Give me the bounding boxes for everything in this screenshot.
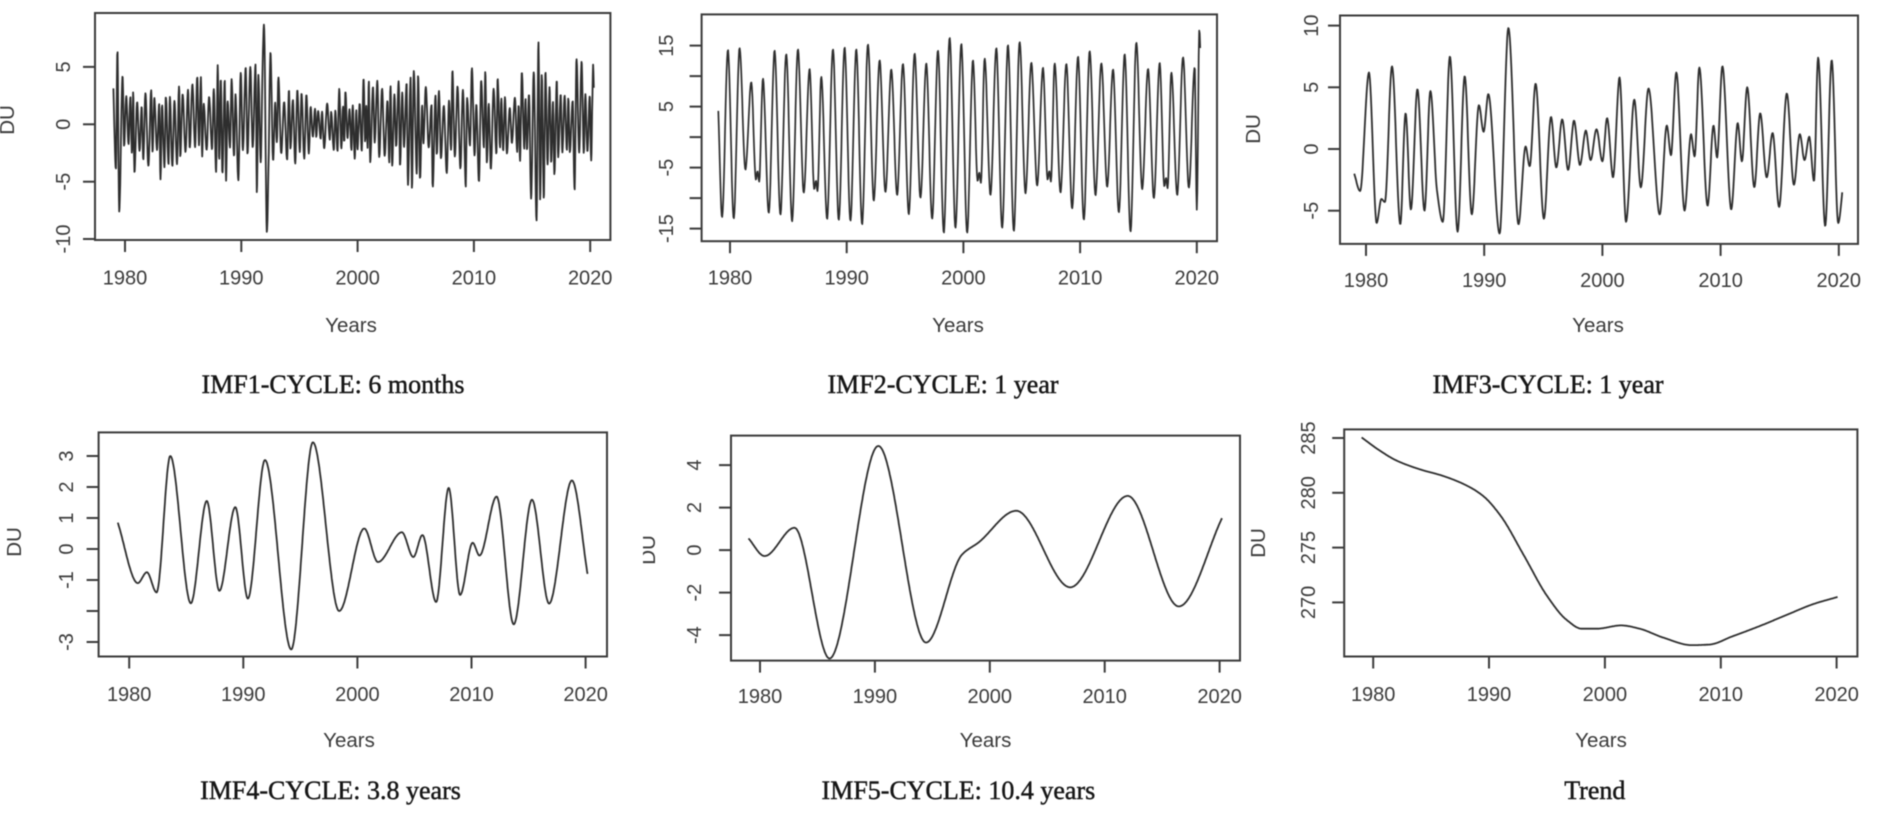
svg-text:0: 0 xyxy=(1301,143,1323,154)
svg-text:2000: 2000 xyxy=(335,268,380,290)
svg-text:2020: 2020 xyxy=(1814,684,1859,706)
svg-text:2010: 2010 xyxy=(1699,684,1744,706)
svg-text:-4: -4 xyxy=(684,626,706,644)
svg-text:3: 3 xyxy=(56,450,78,461)
svg-text:2020: 2020 xyxy=(1817,270,1862,292)
svg-text:-2: -2 xyxy=(684,584,706,602)
svg-text:2010: 2010 xyxy=(1058,268,1103,290)
svg-text:5: 5 xyxy=(1301,82,1323,93)
svg-text:IMF2-CYCLE: 1 year: IMF2-CYCLE: 1 year xyxy=(827,370,1058,399)
svg-text:0: 0 xyxy=(56,543,78,554)
svg-text:2000: 2000 xyxy=(335,684,380,706)
svg-text:285: 285 xyxy=(1298,421,1320,454)
svg-text:2000: 2000 xyxy=(968,686,1013,708)
svg-text:2: 2 xyxy=(56,481,78,492)
svg-text:1980: 1980 xyxy=(1351,684,1396,706)
svg-text:Years: Years xyxy=(323,729,375,752)
svg-text:IMF3-CYCLE: 1 year: IMF3-CYCLE: 1 year xyxy=(1432,370,1663,399)
svg-text:4: 4 xyxy=(684,460,706,471)
svg-text:275: 275 xyxy=(1298,531,1320,564)
svg-text:2010: 2010 xyxy=(1698,270,1743,292)
svg-text:Years: Years xyxy=(325,314,377,337)
svg-text:2010: 2010 xyxy=(452,268,497,290)
svg-text:2000: 2000 xyxy=(1583,684,1628,706)
svg-text:Trend: Trend xyxy=(1564,776,1625,805)
svg-text:-1: -1 xyxy=(56,571,78,589)
svg-text:Years: Years xyxy=(932,314,984,337)
svg-text:1990: 1990 xyxy=(1462,270,1507,292)
svg-text:5: 5 xyxy=(656,101,678,112)
svg-text:2020: 2020 xyxy=(1197,686,1242,708)
svg-text:DU: DU xyxy=(637,535,660,565)
svg-text:Years: Years xyxy=(1572,314,1624,337)
svg-text:2020: 2020 xyxy=(568,268,613,290)
svg-text:15: 15 xyxy=(656,34,678,56)
svg-text:5: 5 xyxy=(53,61,75,72)
svg-text:280: 280 xyxy=(1298,476,1320,509)
svg-text:1980: 1980 xyxy=(738,686,783,708)
svg-text:DU: DU xyxy=(1242,114,1265,144)
svg-text:DU: DU xyxy=(1247,528,1270,558)
svg-text:-10: -10 xyxy=(53,225,75,254)
svg-text:2010: 2010 xyxy=(449,684,494,706)
svg-text:-15: -15 xyxy=(656,214,678,243)
svg-text:IMF5-CYCLE: 10.4 years: IMF5-CYCLE: 10.4 years xyxy=(822,776,1096,805)
svg-text:1980: 1980 xyxy=(107,684,152,706)
svg-text:2020: 2020 xyxy=(1175,268,1220,290)
svg-text:-3: -3 xyxy=(56,633,78,651)
svg-text:2000: 2000 xyxy=(941,268,986,290)
svg-text:1990: 1990 xyxy=(1467,684,1512,706)
svg-text:1990: 1990 xyxy=(219,268,264,290)
svg-text:270: 270 xyxy=(1298,586,1320,619)
svg-text:Years: Years xyxy=(1575,729,1627,752)
svg-text:1980: 1980 xyxy=(1344,270,1389,292)
svg-text:-5: -5 xyxy=(656,159,678,177)
svg-text:0: 0 xyxy=(684,545,706,556)
svg-text:1990: 1990 xyxy=(221,684,266,706)
svg-text:IMF1-CYCLE: 6 months: IMF1-CYCLE: 6 months xyxy=(202,370,465,399)
svg-text:DU: DU xyxy=(0,105,19,135)
svg-text:-5: -5 xyxy=(53,173,75,191)
svg-text:1990: 1990 xyxy=(824,268,869,290)
svg-text:Years: Years xyxy=(960,729,1012,752)
svg-text:2020: 2020 xyxy=(563,684,608,706)
svg-text:IMF4-CYCLE: 3.8 years: IMF4-CYCLE: 3.8 years xyxy=(200,776,461,805)
svg-text:DU: DU xyxy=(3,527,26,557)
svg-text:-5: -5 xyxy=(1301,202,1323,220)
svg-text:10: 10 xyxy=(1301,14,1323,36)
svg-text:1980: 1980 xyxy=(708,268,753,290)
svg-text:1: 1 xyxy=(56,512,78,523)
svg-text:0: 0 xyxy=(53,119,75,130)
svg-text:1980: 1980 xyxy=(103,268,148,290)
svg-text:1990: 1990 xyxy=(853,686,898,708)
svg-text:2: 2 xyxy=(684,502,706,513)
svg-text:2000: 2000 xyxy=(1580,270,1625,292)
svg-text:2010: 2010 xyxy=(1082,686,1127,708)
